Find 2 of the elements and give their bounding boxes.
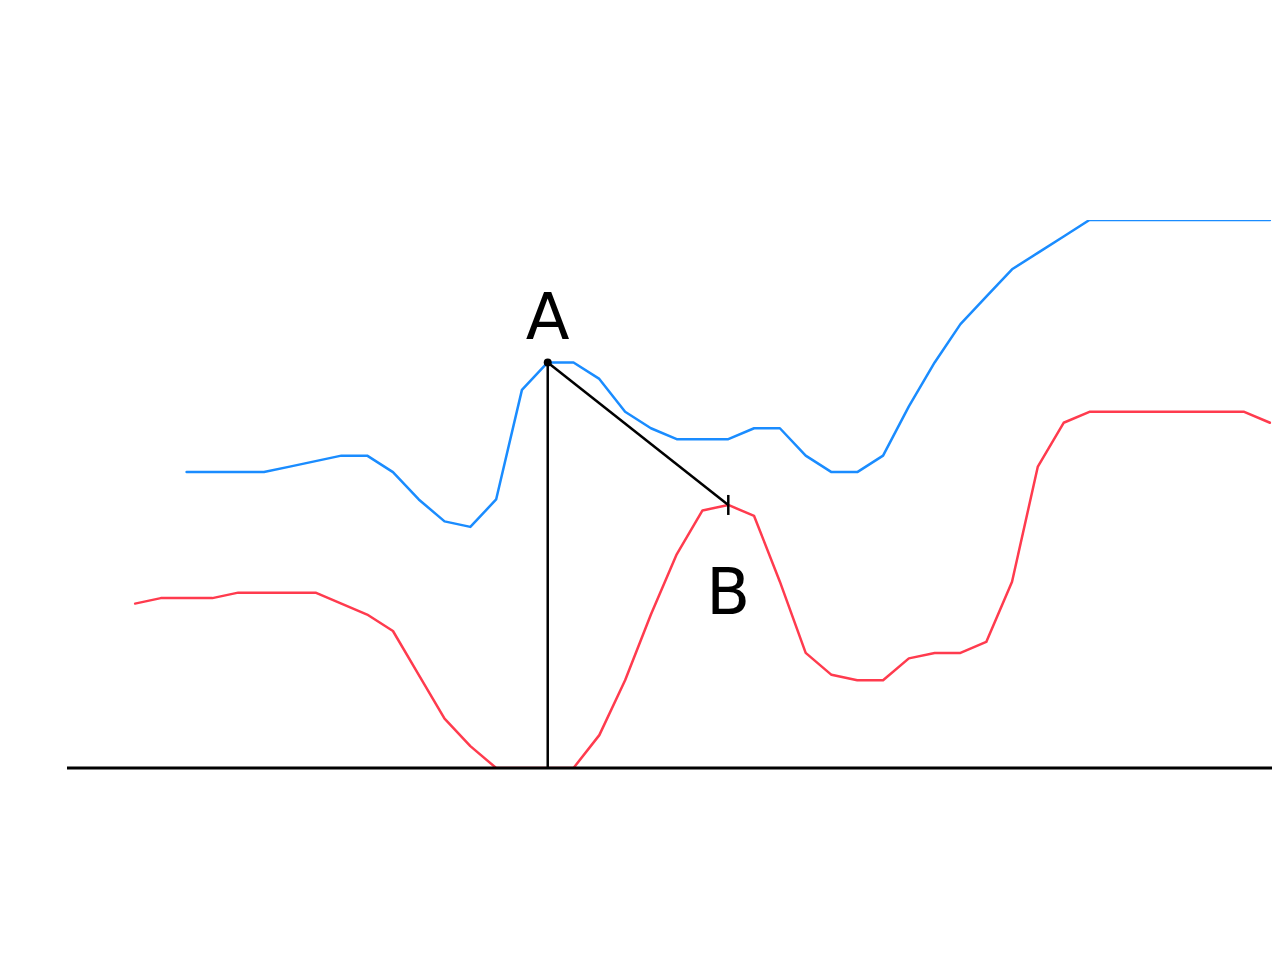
annotation: B	[706, 554, 751, 629]
annotation: A	[525, 280, 570, 355]
